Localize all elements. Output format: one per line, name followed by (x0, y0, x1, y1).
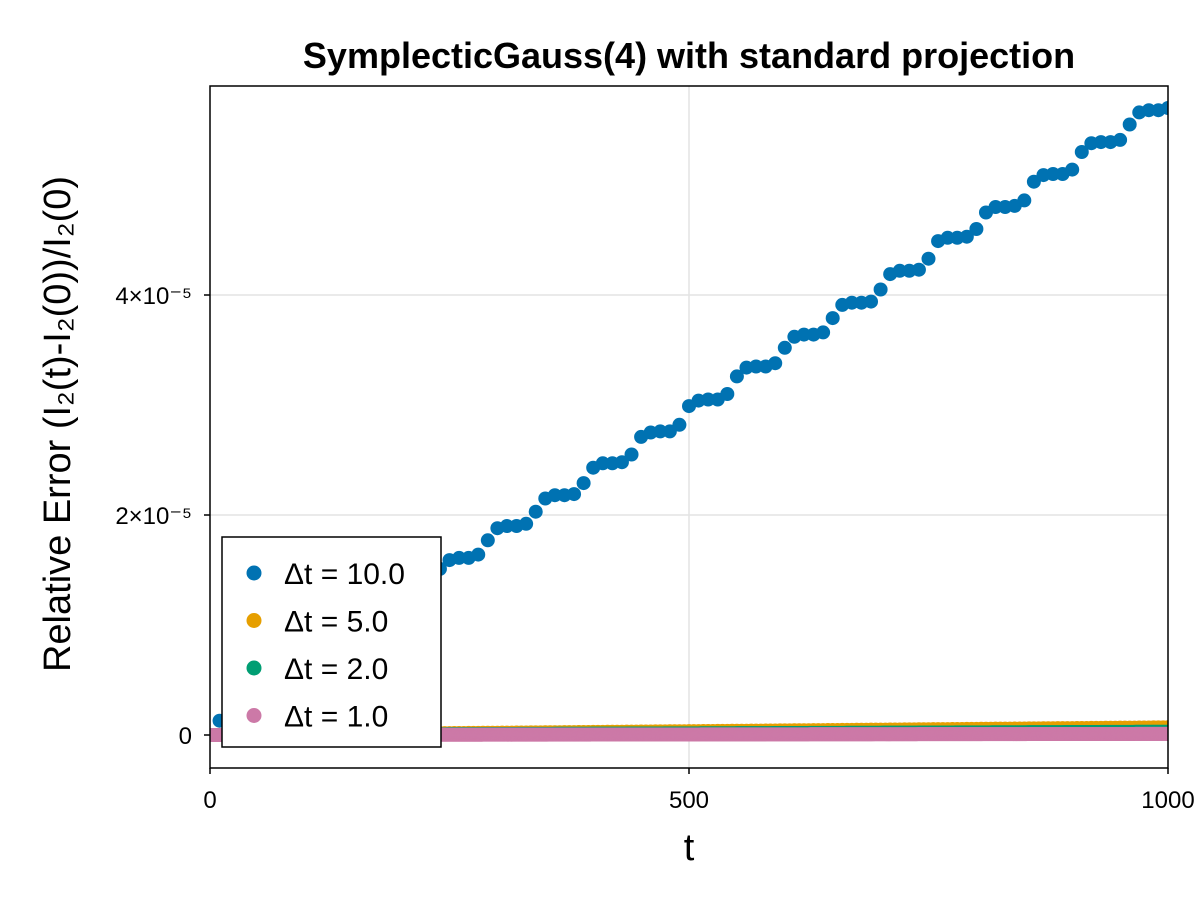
data-point (519, 516, 534, 531)
data-point (547, 488, 562, 503)
data-point (796, 327, 811, 342)
data-point (1046, 167, 1061, 181)
data-point (988, 200, 1003, 214)
data-point (729, 369, 744, 384)
data-point (1122, 117, 1137, 132)
data-point (911, 262, 926, 277)
data-point (720, 387, 735, 401)
data-point (452, 550, 467, 565)
legend-marker (246, 613, 262, 628)
x-tick-label: 1000 (1141, 787, 1194, 814)
data-point (768, 356, 783, 371)
data-point (844, 295, 859, 310)
x-tick-label: 500 (669, 787, 709, 814)
data-point (777, 340, 792, 355)
data-point (1074, 145, 1089, 159)
legend-marker (246, 708, 262, 723)
data-point (816, 325, 831, 340)
data-point (1093, 135, 1108, 150)
y-axis-ticks: 0 2×10⁻⁵ 4×10⁻⁵ (115, 283, 210, 750)
data-point (892, 263, 907, 278)
data-point (864, 294, 879, 309)
data-point (471, 547, 486, 562)
data-point (749, 359, 764, 374)
data-point (672, 417, 687, 432)
data-point (624, 447, 639, 462)
data-point (1113, 132, 1128, 147)
data-point (959, 229, 974, 244)
legend-label: Δt = 2.0 (284, 653, 388, 686)
data-point (595, 456, 610, 471)
data-point (1141, 103, 1156, 118)
data-point (1017, 193, 1032, 208)
legend-label: Δt = 1.0 (284, 701, 388, 734)
data-point (701, 392, 716, 407)
legend-label: Δt = 5.0 (284, 606, 388, 639)
data-point (940, 230, 955, 245)
y-tick-label: 0 (179, 723, 192, 750)
data-point (614, 455, 629, 470)
legend: Δt = 10.0 Δt = 5.0 Δt = 2.0 Δt = 1.0 (221, 536, 442, 748)
data-point (873, 282, 888, 297)
x-axis-label: t (684, 827, 695, 869)
data-point (528, 504, 543, 519)
data-point (499, 519, 514, 533)
x-axis-ticks: 0 500 1000 (203, 768, 1195, 814)
legend-marker (246, 660, 262, 676)
data-point (921, 251, 936, 266)
chart-title: SymplecticGauss(4) with standard project… (303, 35, 1075, 76)
legend-marker (246, 565, 262, 581)
legend-label: Δt = 10.0 (284, 558, 405, 591)
data-point (1065, 162, 1080, 177)
data-point (576, 476, 591, 491)
y-tick-label: 4×10⁻⁵ (115, 283, 192, 310)
data-point (1161, 101, 1168, 115)
y-tick-label: 2×10⁻⁵ (115, 503, 192, 530)
y-axis-label: Relative Error (I₂(t)-I₂(0))/I₂(0) (37, 176, 79, 672)
data-point (653, 424, 668, 439)
data-point (969, 222, 984, 236)
data-point (480, 533, 495, 548)
data-point (567, 487, 582, 502)
x-tick-label: 0 (203, 787, 216, 814)
data-point (1161, 726, 1168, 741)
data-point (825, 311, 840, 326)
